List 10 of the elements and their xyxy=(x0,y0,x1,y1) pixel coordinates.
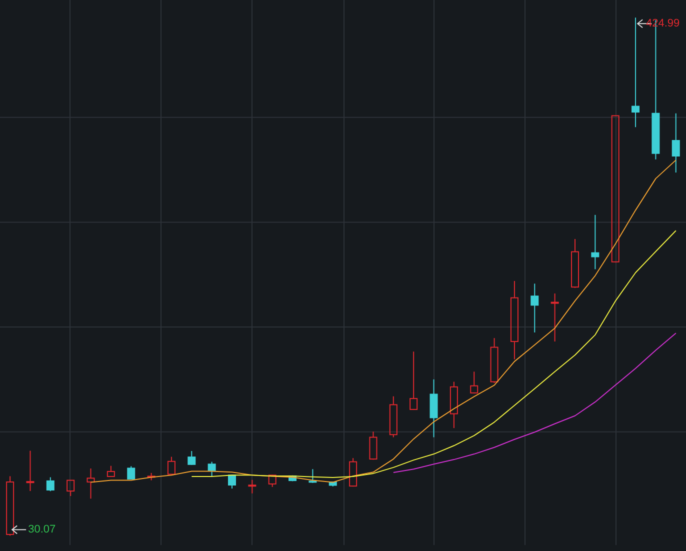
candlestick xyxy=(510,280,518,360)
candlestick xyxy=(450,381,458,429)
candlestick xyxy=(530,283,539,333)
candlestick xyxy=(672,112,680,174)
candlestick xyxy=(430,378,438,438)
candlestick xyxy=(86,468,95,500)
candlestick xyxy=(26,450,34,492)
candlestick xyxy=(550,292,559,342)
candlestick xyxy=(591,214,600,270)
annotation: 30.07 xyxy=(28,524,56,536)
